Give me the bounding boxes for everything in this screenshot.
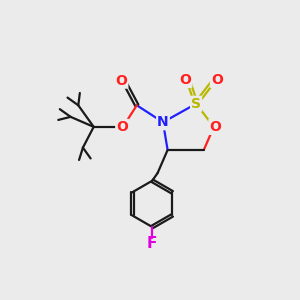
Text: O: O xyxy=(116,74,127,88)
Text: O: O xyxy=(179,73,191,87)
Text: N: N xyxy=(157,115,169,129)
Text: F: F xyxy=(147,236,158,250)
Text: O: O xyxy=(211,73,223,87)
Text: S: S xyxy=(191,97,201,111)
Text: O: O xyxy=(209,120,221,134)
Text: O: O xyxy=(116,120,128,134)
